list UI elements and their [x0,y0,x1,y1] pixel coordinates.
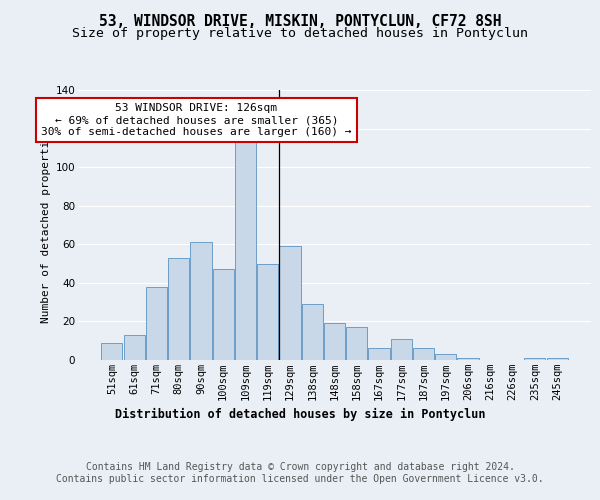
Bar [280,246,301,360]
Bar [101,342,122,360]
Bar [212,270,234,360]
Bar [302,304,323,360]
Bar [124,335,145,360]
Bar [190,242,212,360]
Bar [413,348,434,360]
Bar [235,138,256,360]
Text: Contains HM Land Registry data © Crown copyright and database right 2024.
Contai: Contains HM Land Registry data © Crown c… [56,462,544,484]
Text: 53 WINDSOR DRIVE: 126sqm
← 69% of detached houses are smaller (365)
30% of semi-: 53 WINDSOR DRIVE: 126sqm ← 69% of detach… [41,104,352,136]
Text: Size of property relative to detached houses in Pontyclun: Size of property relative to detached ho… [72,28,528,40]
Bar [346,327,367,360]
Bar [146,286,167,360]
Y-axis label: Number of detached properties: Number of detached properties [41,127,52,323]
Bar [368,348,389,360]
Bar [324,324,345,360]
Bar [547,358,568,360]
Bar [257,264,278,360]
Bar [391,339,412,360]
Text: 53, WINDSOR DRIVE, MISKIN, PONTYCLUN, CF72 8SH: 53, WINDSOR DRIVE, MISKIN, PONTYCLUN, CF… [99,14,501,29]
Bar [524,358,545,360]
Text: Distribution of detached houses by size in Pontyclun: Distribution of detached houses by size … [115,408,485,420]
Bar [435,354,457,360]
Bar [457,358,479,360]
Bar [168,258,189,360]
